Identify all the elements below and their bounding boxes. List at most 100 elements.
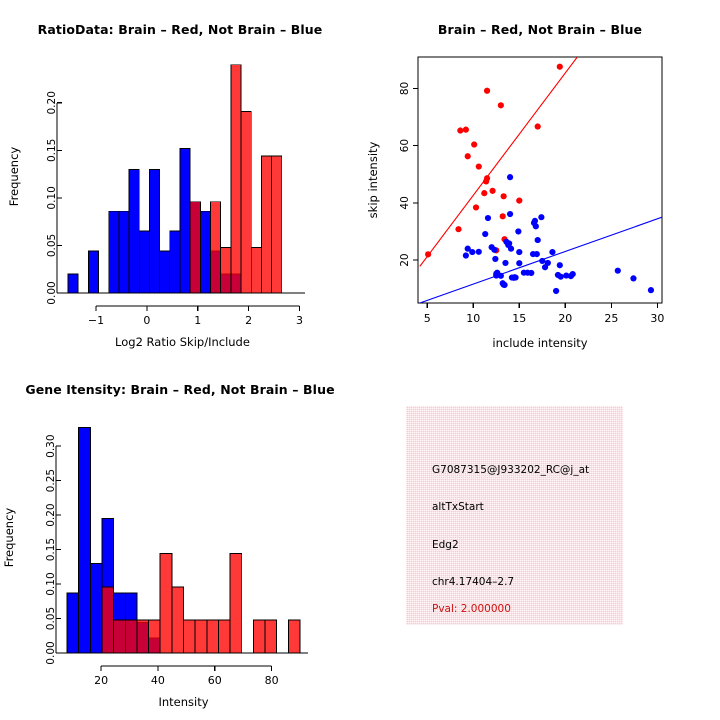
x-tick-label: 25 xyxy=(604,312,618,325)
histogram-bar xyxy=(148,619,161,654)
series-brain-red xyxy=(189,64,283,294)
scatter-point xyxy=(544,259,551,267)
y-tick-label: 0.00 xyxy=(45,641,57,664)
histogram-bar xyxy=(217,619,231,654)
histogram-bars xyxy=(67,64,283,294)
histogram-bar xyxy=(287,619,301,654)
y-axis-title: skip intensity xyxy=(366,141,380,218)
scatter-point xyxy=(512,274,519,281)
scatter-point xyxy=(553,287,560,295)
histogram-bar xyxy=(113,619,126,654)
histogram-bar xyxy=(148,168,161,294)
scatter-point xyxy=(500,193,507,200)
x-tick-label: 0 xyxy=(143,314,150,327)
gene-intensity-histogram-plot: 0.00 0.05 0.10 0.15 0.20 0.25 0.30 20 40 60 80 Inte… xyxy=(2,427,308,709)
y-tick-label: 60 xyxy=(399,139,411,152)
y-tick-label: 0.10 xyxy=(46,186,58,209)
x-tick-label: 2 xyxy=(245,314,252,327)
y-tick-label: 80 xyxy=(399,82,411,95)
scatter-point xyxy=(516,260,523,267)
x-tick-label: 5 xyxy=(424,312,431,325)
x-tick-label: 60 xyxy=(208,674,222,687)
scatter-point xyxy=(464,153,471,160)
scatter-point xyxy=(501,281,508,289)
intensity-scatter-plot: 20 40 60 80 5 10 15 20 25 30 include intensity skip… xyxy=(366,56,664,350)
histogram-bar xyxy=(128,168,140,294)
y-tick-label: 0.00 xyxy=(46,281,58,304)
histogram-bar xyxy=(124,619,138,654)
y-axis: 0.00 0.05 0.10 0.15 0.20 0.25 0.30 xyxy=(45,434,61,665)
scatter-point xyxy=(534,236,541,244)
scatter-point xyxy=(506,240,513,247)
plot-content xyxy=(419,57,662,303)
y-tick-label: 0.05 xyxy=(46,234,58,257)
scatter-title: Brain – Red, Not Brain – Blue xyxy=(437,22,643,37)
panel-ratio-histogram: RatioData: Brain – Red, Not Brain – Blue… xyxy=(0,0,360,360)
y-tick-label: 0.05 xyxy=(45,607,57,630)
scatter-point xyxy=(516,248,523,256)
x-tick-label: 10 xyxy=(466,312,480,325)
histogram-bar xyxy=(264,619,278,654)
x-axis: 20 40 60 80 xyxy=(94,665,279,687)
histogram-bar xyxy=(159,250,171,294)
scatter-point xyxy=(563,272,570,279)
histogram-bar xyxy=(252,619,266,654)
histogram-bar xyxy=(171,586,184,654)
histogram-bar xyxy=(169,230,181,294)
scatter-point xyxy=(482,230,489,238)
ratio-histogram-title: RatioData: Brain – Red, Not Brain – Blue xyxy=(37,22,323,37)
x-axis-title: Log2 Ratio Skip/Include xyxy=(115,335,250,349)
x-tick-label: 80 xyxy=(265,674,279,687)
histogram-bar xyxy=(229,553,243,654)
scatter-point xyxy=(539,257,546,265)
scatter-point xyxy=(507,245,515,252)
histogram-bar xyxy=(189,201,201,294)
histogram-bar xyxy=(136,619,149,654)
scatter-point xyxy=(497,272,504,279)
histogram-bar xyxy=(179,147,191,294)
scatter-point xyxy=(457,127,464,134)
scatter-point xyxy=(497,102,504,109)
x-tick-label: 30 xyxy=(650,312,664,325)
y-tick-label: 0.25 xyxy=(45,469,57,492)
scatter-point xyxy=(557,273,564,280)
histogram-bar xyxy=(183,619,196,654)
scatter-point xyxy=(475,248,482,255)
scatter-point xyxy=(462,126,469,133)
scatter-point xyxy=(533,250,540,258)
scatter-point xyxy=(506,174,514,181)
scatter-point xyxy=(469,248,476,256)
y-axis-title: Frequency xyxy=(7,147,21,207)
y-axis: 0.00 0.05 0.10 0.15 0.20 xyxy=(46,91,62,305)
scatter-point xyxy=(471,141,478,148)
scatter-point xyxy=(528,269,535,277)
x-axis-title: Intensity xyxy=(158,695,208,709)
info-locus: chr4.17404–2.7 xyxy=(432,576,515,588)
histogram-bar xyxy=(159,553,173,654)
histogram-bar xyxy=(67,273,79,294)
plot-frame xyxy=(417,56,663,304)
histogram-bar xyxy=(230,64,242,294)
y-tick-label: 0.15 xyxy=(45,538,57,561)
y-tick-label: 0.15 xyxy=(46,139,58,162)
histogram-bar xyxy=(89,562,103,654)
info-event-type: altTxStart xyxy=(432,501,484,513)
scatter-point xyxy=(515,228,522,235)
scatter-point xyxy=(464,245,471,252)
y-axis-title: Frequency xyxy=(2,508,16,568)
x-axis-title: include intensity xyxy=(492,336,587,350)
scatter-point xyxy=(549,248,556,256)
histogram-bar xyxy=(194,619,208,654)
panel-gene-intensity-histogram: Gene Itensity: Brain – Red, Not Brain – … xyxy=(0,360,360,720)
scatter-point xyxy=(532,223,539,230)
series-not-brain-blue xyxy=(462,174,655,295)
scatter-point xyxy=(491,246,498,253)
scatter-point xyxy=(516,197,523,204)
scatter-point xyxy=(506,210,514,218)
series-brain-red xyxy=(425,63,563,258)
scatter-point xyxy=(489,187,496,194)
y-tick-label: 0.30 xyxy=(45,434,57,457)
panel-intensity-scatter: Brain – Red, Not Brain – Blue 20 40 60 80 5 1… xyxy=(360,0,720,360)
x-axis: −1 0 1 2 3 xyxy=(88,305,303,327)
scatter-point xyxy=(556,63,563,70)
